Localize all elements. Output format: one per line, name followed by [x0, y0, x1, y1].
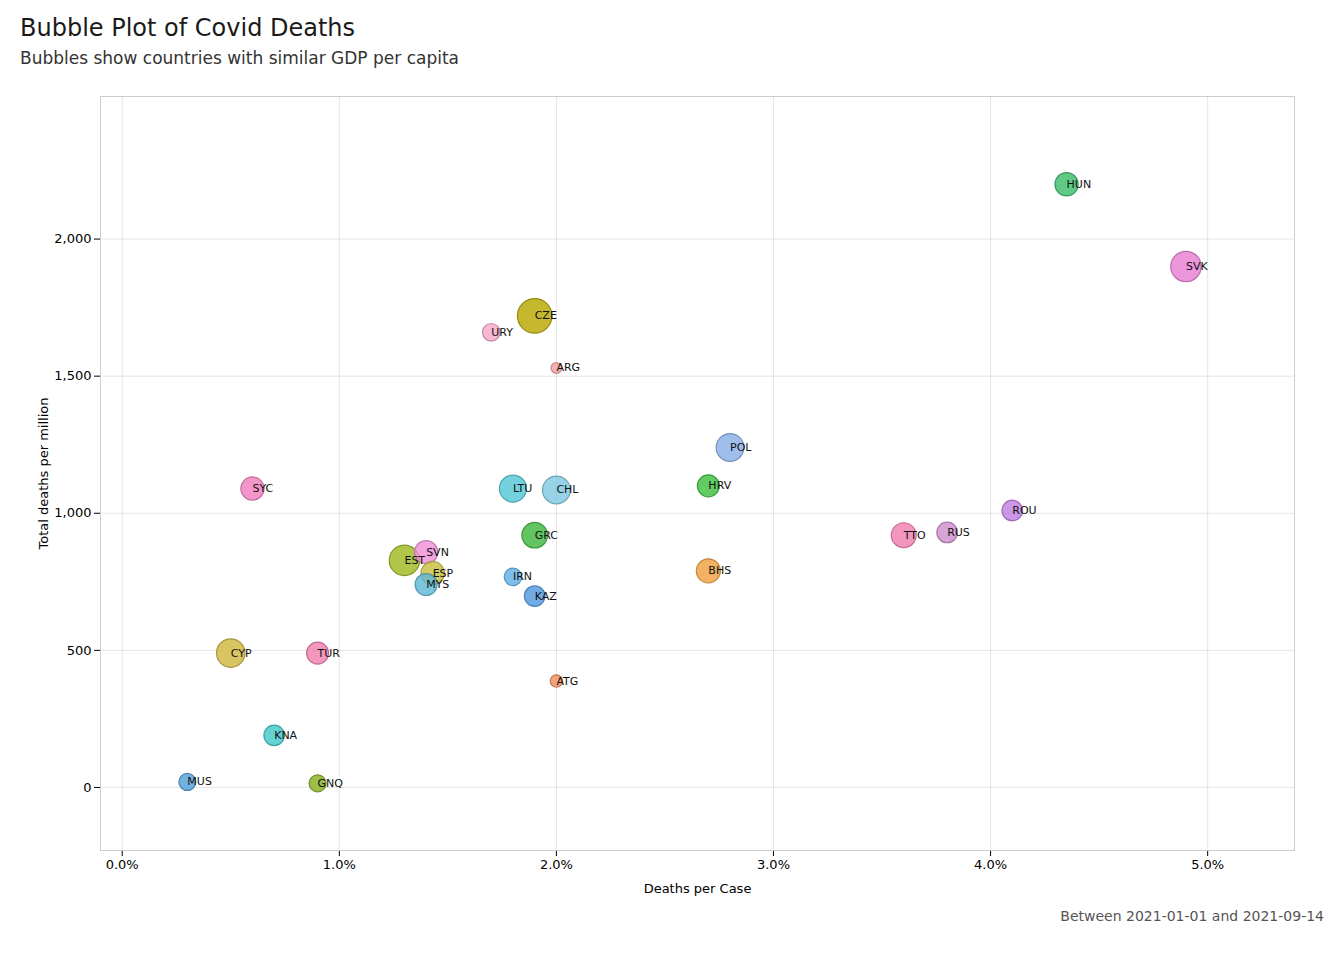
svg-text:LTU: LTU — [513, 482, 532, 495]
svg-text:CZE: CZE — [535, 309, 557, 322]
svg-text:POL: POL — [730, 441, 752, 454]
svg-text:ATG: ATG — [556, 675, 578, 688]
svg-text:CHL: CHL — [556, 483, 579, 496]
svg-text:CYP: CYP — [231, 647, 252, 660]
svg-text:1,500: 1,500 — [54, 368, 91, 383]
html-text:Between 2021-01-01 and 2021-09: Between 2021-01-01 and 2021-09-14 — [1060, 908, 1324, 924]
svg-text:1,000: 1,000 — [54, 505, 91, 520]
html-text:Bubble Plot of Covid Deaths: Bubble Plot of Covid Deaths — [20, 14, 356, 42]
svg-text:Total deaths per million: Total deaths per million — [36, 398, 51, 551]
svg-text:HRV: HRV — [708, 479, 731, 492]
svg-text:TUR: TUR — [317, 647, 341, 660]
svg-text:Deaths per Case: Deaths per Case — [644, 881, 752, 896]
svg-text:KAZ: KAZ — [535, 590, 558, 603]
svg-text:SYC: SYC — [252, 482, 273, 495]
svg-text:KNA: KNA — [274, 729, 297, 742]
svg-text:ESP: ESP — [432, 566, 454, 580]
svg-text:SVN: SVN — [426, 546, 449, 559]
svg-text:SVK: SVK — [1186, 260, 1209, 273]
svg-text:HUN: HUN — [1067, 178, 1092, 191]
svg-text:2.0%: 2.0% — [540, 857, 573, 872]
svg-text:BHS: BHS — [708, 564, 731, 577]
svg-text:4.0%: 4.0% — [974, 857, 1007, 872]
svg-text:500: 500 — [67, 643, 92, 658]
svg-text:GNQ: GNQ — [318, 777, 344, 790]
svg-text:0.0%: 0.0% — [106, 857, 139, 872]
svg-text:2,000: 2,000 — [54, 231, 91, 246]
svg-text:EST: EST — [404, 554, 425, 567]
svg-text:1.0%: 1.0% — [323, 857, 356, 872]
svg-text:MYS: MYS — [426, 578, 449, 591]
svg-text:URY: URY — [491, 326, 513, 339]
svg-text:RUS: RUS — [947, 526, 970, 539]
svg-text:TTO: TTO — [903, 529, 926, 542]
svg-text:ARG: ARG — [556, 361, 580, 374]
html-text:Bubbles show countries with si: Bubbles show countries with similar GDP … — [20, 48, 459, 68]
svg-text:GRC: GRC — [535, 529, 559, 542]
svg-text:0: 0 — [83, 780, 91, 795]
svg-text:5.0%: 5.0% — [1191, 857, 1224, 872]
svg-text:3.0%: 3.0% — [757, 857, 790, 872]
svg-text:MUS: MUS — [187, 775, 212, 788]
svg-text:ROU: ROU — [1012, 504, 1036, 517]
svg-text:IRN: IRN — [513, 570, 532, 583]
